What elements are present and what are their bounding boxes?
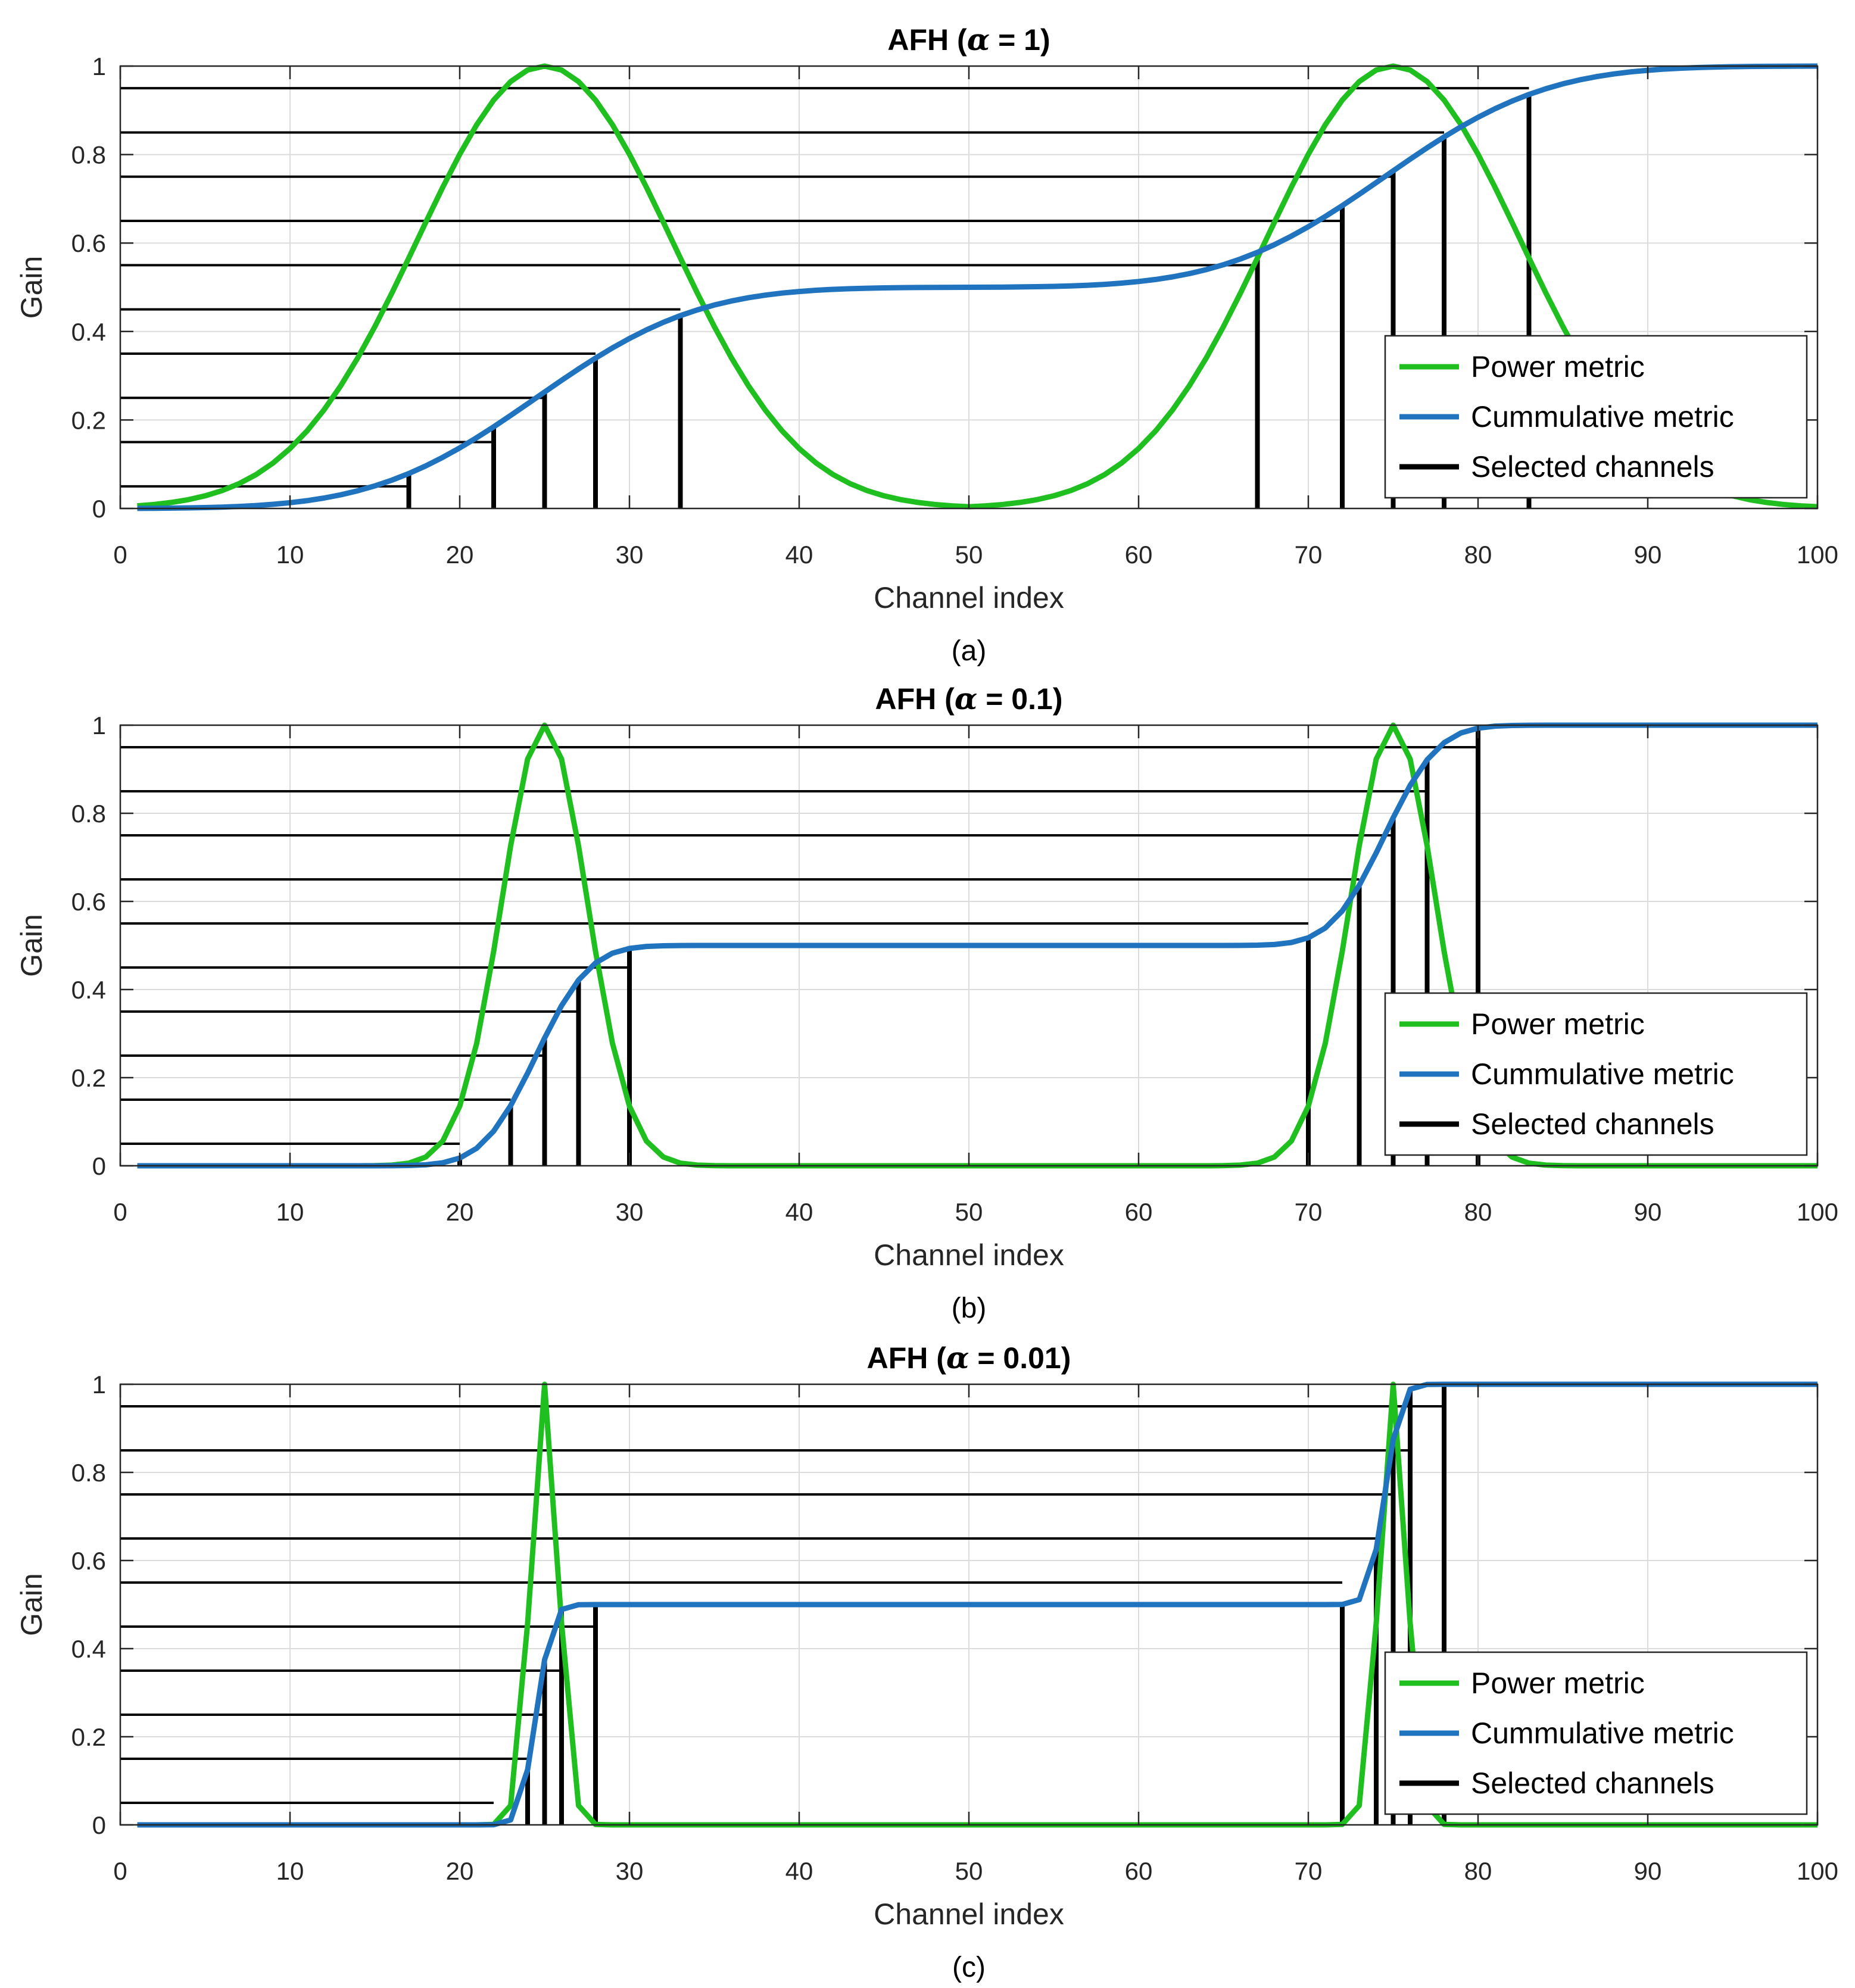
x-tick-label: 50 [955, 1198, 983, 1226]
y-tick-label: 0.2 [71, 1723, 106, 1751]
chart-title: AFH (α = 0.01) [867, 1340, 1071, 1375]
x-tick-label: 80 [1464, 541, 1492, 569]
x-tick-label: 10 [276, 1857, 304, 1885]
panel-b: 0 10 20 30 40 50 60 70 80 90 100 0 0.2 0.4 0.6 0.8 1 AFH … [15, 681, 1838, 1324]
x-tick-label: 70 [1295, 1198, 1323, 1226]
title-suffix: = 1) [990, 23, 1050, 57]
x-tick-label: 50 [955, 541, 983, 569]
x-tick-label: 90 [1634, 1198, 1662, 1226]
panel-caption: (c) [952, 1952, 986, 1983]
x-tick-label: 10 [276, 1198, 304, 1226]
y-tick-label: 1 [92, 1371, 106, 1399]
x-tick-label: 60 [1125, 1198, 1153, 1226]
y-tick-label: 0 [92, 1152, 106, 1180]
y-axis-label: Gain [15, 914, 48, 977]
title-prefix: AFH ( [867, 1341, 947, 1375]
panel-caption: (b) [952, 1293, 987, 1324]
x-tick-label: 0 [113, 1857, 127, 1885]
y-tick-label: 0 [92, 1811, 106, 1839]
x-tick-label: 50 [955, 1857, 983, 1885]
legend: Power metric Cummulative metric Selected c… [1384, 335, 1808, 499]
title-alpha-symbol: α [955, 681, 977, 716]
x-tick-label: 30 [616, 541, 644, 569]
y-tick-label: 1 [92, 52, 106, 80]
legend: Power metric Cummulative metric Selected c… [1384, 992, 1808, 1156]
x-tick-label: 40 [785, 541, 813, 569]
legend-entry: Power metric [1471, 350, 1645, 383]
title-suffix: = 0.1) [977, 682, 1062, 716]
y-tick-label: 1 [92, 711, 106, 739]
legend-entry: Cummulative metric [1471, 400, 1734, 433]
cumulative-metric-line [137, 63, 1818, 511]
x-tick-label: 60 [1125, 1857, 1153, 1885]
legend-entry: Cummulative metric [1471, 1717, 1734, 1750]
x-tick-label: 90 [1634, 541, 1662, 569]
chart-title: AFH (α = 0.1) [875, 681, 1063, 716]
title-alpha-symbol: α [967, 22, 990, 57]
title-prefix: AFH ( [887, 23, 967, 57]
legend-entry: Selected channels [1471, 1767, 1714, 1800]
y-tick-label: 0.8 [71, 800, 106, 828]
y-tick-label: 0.6 [71, 888, 106, 916]
x-tick-label: 20 [446, 1857, 474, 1885]
y-tick-label: 0.6 [71, 1547, 106, 1575]
x-tick-label: 10 [276, 541, 304, 569]
panel-c: 0 10 20 30 40 50 60 70 80 90 100 0 0.2 0.4 0.6 0.8 1 AFH … [15, 1340, 1838, 1983]
legend-entry: Selected channels [1471, 450, 1714, 483]
title-suffix: = 0.01) [969, 1341, 1071, 1375]
legend-entry: Power metric [1471, 1007, 1645, 1041]
y-tick-label: 0.8 [71, 1459, 106, 1487]
x-tick-label: 100 [1797, 541, 1838, 569]
y-tick-label: 0.8 [71, 141, 106, 169]
x-tick-label: 90 [1634, 1857, 1662, 1885]
panel-caption: (a) [952, 635, 987, 667]
x-tick-label: 80 [1464, 1198, 1492, 1226]
x-axis-label: Channel index [874, 1898, 1064, 1931]
y-tick-label: 0.6 [71, 229, 106, 257]
x-axis-label: Channel index [874, 581, 1064, 614]
x-tick-label: 70 [1295, 1857, 1323, 1885]
y-axis-label: Gain [15, 256, 48, 319]
x-tick-label: 30 [616, 1198, 644, 1226]
y-tick-label: 0.2 [71, 1064, 106, 1092]
x-tick-label: 40 [785, 1857, 813, 1885]
x-tick-label: 40 [785, 1198, 813, 1226]
legend: Power metric Cummulative metric Selected c… [1384, 1651, 1808, 1815]
x-tick-label: 20 [446, 541, 474, 569]
x-tick-label: 30 [616, 1857, 644, 1885]
y-tick-label: 0 [92, 495, 106, 523]
y-tick-label: 0.4 [71, 976, 106, 1004]
x-tick-label: 100 [1797, 1198, 1838, 1226]
x-tick-label: 0 [113, 1198, 127, 1226]
x-tick-label: 20 [446, 1198, 474, 1226]
legend-entry: Selected channels [1471, 1107, 1714, 1141]
x-tick-label: 60 [1125, 541, 1153, 569]
x-tick-label: 70 [1295, 541, 1323, 569]
x-axis-label: Channel index [874, 1238, 1064, 1272]
chart-title: AFH (α = 1) [887, 22, 1050, 57]
y-tick-label: 0.2 [71, 406, 106, 434]
power-metric-line [137, 63, 1818, 510]
legend-entry: Power metric [1471, 1666, 1645, 1700]
x-tick-label: 0 [113, 541, 127, 569]
x-tick-label: 80 [1464, 1857, 1492, 1885]
x-tick-label: 100 [1797, 1857, 1838, 1885]
y-tick-label: 0.4 [71, 318, 106, 346]
title-alpha-symbol: α [946, 1340, 969, 1375]
y-axis-label: Gain [15, 1573, 48, 1636]
title-prefix: AFH ( [875, 682, 955, 716]
panel-a: 0 10 20 30 40 50 60 70 80 90 100 0 0.2 0.4 0.6 0.8 1 AFH … [15, 22, 1838, 667]
y-tick-label: 0.4 [71, 1635, 106, 1663]
legend-entry: Cummulative metric [1471, 1057, 1734, 1091]
